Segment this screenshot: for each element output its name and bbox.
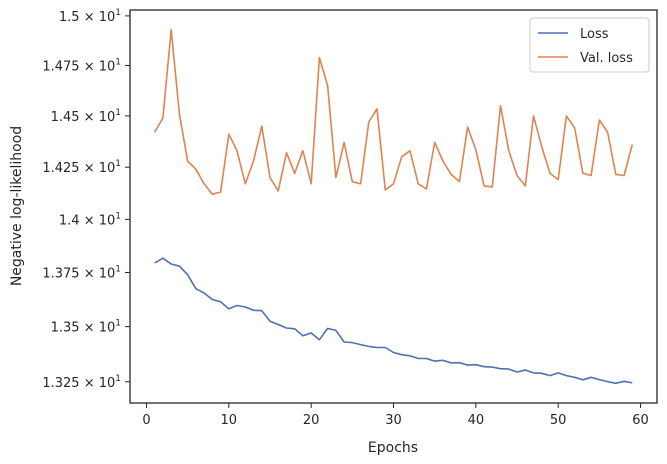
series-line-1 — [154, 28, 634, 195]
y-axis-label: Negative log-likelihood — [9, 126, 25, 286]
legend-label-val-loss: Val. loss — [580, 51, 633, 66]
y-tick-label: 1.5 × 101 — [59, 8, 121, 25]
x-axis-label: Epochs — [368, 440, 418, 456]
series-line-0 — [154, 257, 633, 385]
y-tick-label: 1.4 × 101 — [59, 211, 121, 228]
y-axis: 1.325 × 101 1.35 × 101 1.375 × 101 1.4 × 10… — [42, 8, 130, 391]
y-tick-label: 1.375 × 101 — [42, 265, 121, 282]
x-tick-label: 30 — [385, 413, 402, 428]
legend-frame — [529, 17, 650, 73]
x-tick-label: 50 — [550, 413, 567, 428]
y-tick-label: 1.325 × 101 — [42, 374, 121, 391]
y-tick-label: 1.35 × 101 — [51, 319, 121, 336]
x-tick-label: 10 — [221, 413, 238, 428]
x-tick-label: 60 — [632, 413, 649, 428]
x-axis: 0 10 20 30 40 50 60 — [142, 403, 649, 428]
y-tick-label: 1.475 × 101 — [42, 57, 121, 74]
x-tick-label: 20 — [303, 413, 320, 428]
series-layer — [154, 28, 634, 385]
y-tick-label: 1.45 × 101 — [51, 108, 121, 125]
legend: Loss Val. loss — [529, 17, 650, 73]
x-tick-label: 0 — [142, 413, 150, 428]
legend-label-loss: Loss — [580, 27, 609, 42]
x-tick-label: 40 — [468, 413, 485, 428]
y-tick-label: 1.425 × 101 — [42, 159, 121, 176]
